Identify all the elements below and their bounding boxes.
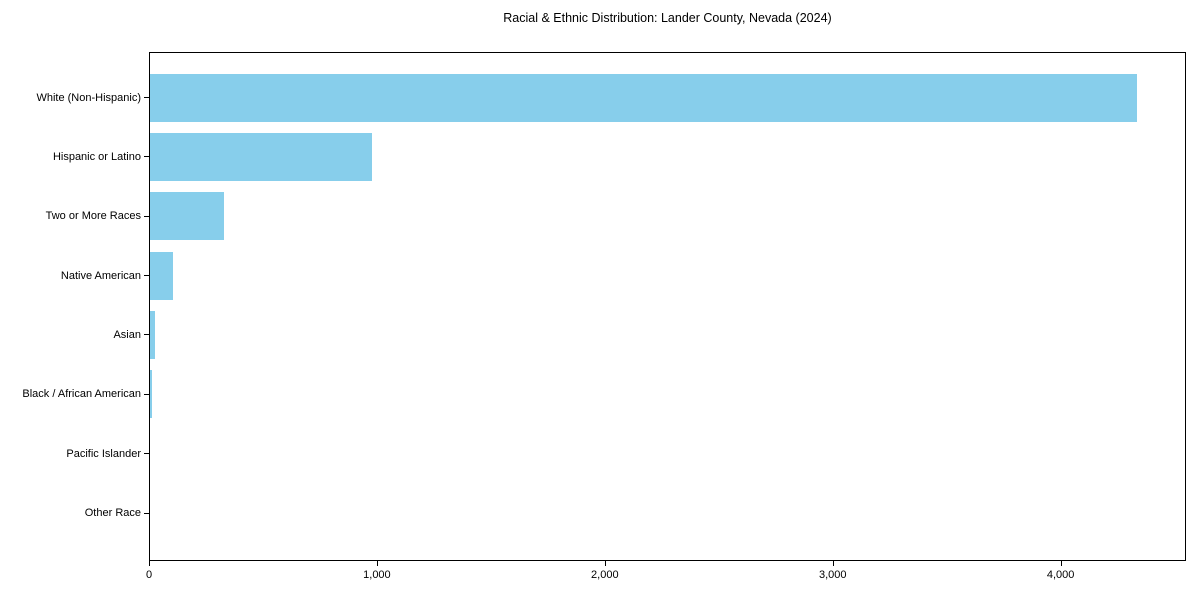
y-tick-label: Asian [113,328,141,341]
chart-title: Racial & Ethnic Distribution: Lander Cou… [503,11,832,25]
y-tick-label: Pacific Islander [66,447,141,460]
bar [150,370,153,419]
x-tick [832,561,834,566]
y-tick [144,215,149,217]
x-tick [1060,561,1062,566]
bar [150,251,173,300]
bar [150,73,1137,122]
y-tick [144,334,149,336]
plot-area [149,52,1186,561]
bar [150,310,155,359]
x-tick-label: 1,000 [363,569,391,581]
x-tick [376,561,378,566]
y-tick-label: Two or More Races [45,210,141,223]
x-tick [604,561,606,566]
y-tick-label: Other Race [84,507,141,520]
x-tick-label: 0 [145,569,153,581]
y-tick [144,512,149,514]
x-tick-label: 3,000 [818,569,847,581]
y-tick [144,453,149,455]
y-tick [144,393,149,395]
y-tick-label: White (Non-Hispanic) [36,91,141,104]
x-tick-label: 4,000 [1046,569,1075,581]
x-tick [149,561,150,566]
y-tick-label: Hispanic or Latino [52,150,141,163]
x-tick-label: 2,000 [591,569,619,581]
y-tick [144,156,149,158]
bar [150,192,225,241]
bar [150,132,373,181]
y-tick-label: Black / African American [22,388,141,401]
y-tick [144,97,149,98]
y-tick [144,275,149,277]
y-tick-label: Native American [60,269,141,282]
